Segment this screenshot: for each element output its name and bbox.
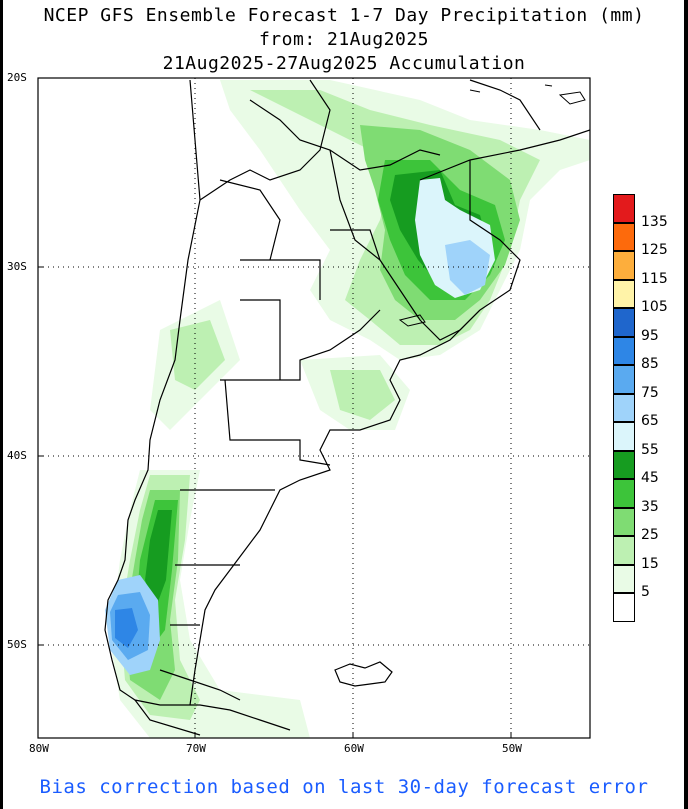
legend-label: 25 — [641, 527, 659, 543]
frame-edge-right — [684, 0, 688, 809]
title-line-3: 21Aug2025-27Aug2025 Accumulation — [162, 53, 526, 74]
lon-label-50w: 50W — [502, 742, 522, 755]
legend-label: 85 — [641, 356, 659, 372]
legend-label: 115 — [641, 270, 668, 287]
legend-label: 35 — [641, 498, 659, 515]
borders — [104, 79, 590, 736]
precip-shading — [105, 80, 590, 738]
legend-label: 15 — [641, 555, 659, 572]
lat-label-30s: 30S — [7, 260, 27, 273]
title-line-1: NCEP GFS Ensemble Forecast 1-7 Day Preci… — [43, 5, 645, 26]
lat-label-40s: 40S — [7, 449, 27, 462]
legend-label: 45 — [641, 470, 659, 486]
legend-swatch — [613, 593, 635, 622]
lat-label-20s: 20S — [7, 71, 27, 84]
plot-frame — [37, 77, 591, 739]
legend-label: 55 — [641, 441, 659, 458]
lon-label-80w: 80W — [29, 742, 49, 755]
legend-swatch — [613, 336, 635, 365]
legend-swatch — [613, 479, 635, 508]
lat-lon-grid — [38, 78, 590, 738]
legend-swatch — [613, 507, 635, 536]
title-line-2: from: 21Aug2025 — [258, 29, 430, 50]
legend-swatch — [613, 194, 635, 223]
lon-label-60w: 60W — [344, 742, 364, 755]
footer-note: Bias correction based on last 30-day for… — [39, 776, 649, 798]
legend-swatch — [613, 393, 635, 422]
falkland-islands — [334, 661, 393, 687]
legend-label: 5 — [641, 584, 650, 600]
lat-label-50s: 50S — [7, 638, 27, 651]
legend-swatch — [613, 422, 635, 451]
frame-edge-left — [0, 0, 3, 809]
legend-swatch — [613, 222, 635, 251]
legend-label: 75 — [641, 384, 659, 401]
legend-label: 95 — [641, 327, 659, 344]
legend-label: 125 — [641, 242, 668, 258]
legend-swatch — [613, 564, 635, 593]
axis-ticks — [37, 77, 512, 738]
legend-swatch — [613, 251, 635, 280]
coast-islands — [398, 84, 586, 327]
legend-swatch — [613, 536, 635, 565]
legend-swatch — [613, 365, 635, 394]
legend-swatch — [613, 279, 635, 308]
legend-label: 105 — [641, 299, 668, 315]
legend-label: 135 — [641, 213, 668, 230]
legend-swatch — [613, 308, 635, 337]
legend-swatch — [613, 450, 635, 479]
legend-label: 65 — [641, 413, 659, 429]
lon-label-70w: 70W — [186, 742, 206, 755]
